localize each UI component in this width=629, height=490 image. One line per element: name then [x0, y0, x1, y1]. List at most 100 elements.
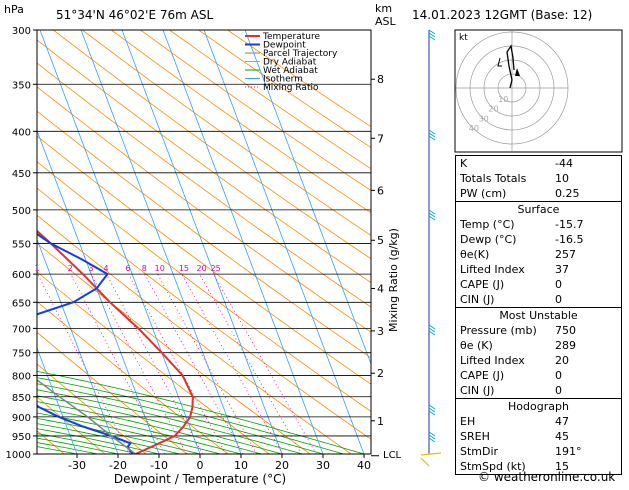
pressure-tick-label: 800 [12, 371, 31, 382]
pressure-tick-label: 400 [12, 127, 31, 138]
surface-box: Surface Temp (°C)-15.7 Dewp (°C)-16.5 θe… [455, 202, 622, 308]
pressure-tick-label: 900 [12, 413, 31, 424]
li-label: Lifted Index [460, 262, 525, 277]
isotherm [163, 30, 323, 454]
km-tick-label: 6 [377, 184, 384, 197]
mu-pressure-value: 750 [555, 323, 617, 338]
km-tick-label: 4 [377, 282, 384, 295]
hodograph-ring-label: 30 [479, 114, 489, 123]
pressure-tick-label: 450 [12, 169, 31, 180]
x-tick-label: 20 [275, 459, 289, 472]
pressure-tick-label: 1000 [6, 450, 31, 461]
x-tick-label: -20 [109, 459, 127, 472]
stmdir-label: StmDir [460, 444, 498, 459]
wind-barb [429, 405, 435, 415]
pressure-tick-label: 700 [12, 324, 31, 335]
hodo-title: Hodograph [456, 399, 621, 414]
x-tick-label: 40 [357, 459, 371, 472]
datetime-title: 14.01.2023 12GMT (Base: 12) [412, 8, 592, 22]
hodograph-ring-label: 20 [488, 105, 498, 114]
cin-value: 0 [555, 292, 617, 307]
pressure-tick-label: 350 [12, 80, 31, 91]
mixing-ratio-label: 6 [126, 264, 131, 273]
stmdir-value: 191° [555, 444, 617, 459]
cape-value: 0 [555, 277, 617, 292]
hodograph-unit-label: kt [459, 33, 468, 43]
mu-cin-label: CIN (J) [460, 383, 494, 398]
legend-entry: Mixing Ratio [263, 83, 319, 93]
pw-label: PW (cm) [460, 186, 506, 201]
k-label: K [460, 156, 467, 171]
pressure-tick-label: 500 [12, 206, 31, 217]
wind-barb [429, 210, 435, 220]
mu-thetae-label: θe (K) [460, 338, 493, 353]
mixing-ratio-line [200, 274, 302, 454]
pressure-tick-label: 300 [12, 26, 31, 37]
km-tick-label: 2 [377, 367, 384, 380]
height-unit-label-asl: ASL [375, 15, 397, 28]
x-tick-label: 0 [197, 459, 204, 472]
mixing-ratio-label: 3 [88, 264, 93, 273]
mu-title: Most Unstable [456, 308, 621, 323]
mu-pressure-label: Pressure (mb) [460, 323, 537, 338]
mixing-ratio-line [129, 274, 226, 454]
height-unit-label: km [375, 2, 392, 15]
km-tick-label: 1 [377, 415, 384, 428]
mixing-ratio-line [182, 274, 283, 454]
x-tick-label: 10 [234, 459, 248, 472]
mixing-ratio-label: 4 [103, 264, 108, 273]
k-value: -44 [555, 156, 617, 171]
hodograph-ring-label: 10 [498, 95, 508, 104]
mixing-ratio-label: 15 [179, 264, 189, 273]
surface-wind-barb [421, 453, 441, 466]
wind-barb-column [421, 30, 441, 466]
km-tick-label: 3 [377, 325, 384, 338]
sreh-label: SREH [460, 429, 490, 444]
isotherm [204, 30, 364, 454]
wind-barb [429, 130, 435, 140]
mu-li-label: Lifted Index [460, 353, 525, 368]
dry-adiabat [0, 30, 228, 454]
x-tick-label: 30 [316, 459, 330, 472]
mixing-ratio-label: 10 [155, 264, 165, 273]
wet-adiabat [0, 367, 221, 455]
wind-barb [429, 432, 435, 442]
mixing-ratio-axis-title: Mixing Ratio (g/kg) [387, 228, 400, 332]
wind-barb [429, 30, 435, 40]
km-tick-label: 5 [377, 234, 384, 247]
mixing-ratio-line [106, 274, 202, 454]
thetae-value: 257 [555, 247, 617, 262]
surface-title: Surface [456, 202, 621, 217]
dry-adiabat [0, 30, 392, 454]
hodograph-ring-label: 40 [469, 124, 479, 133]
mixing-ratio-label: 25 [211, 264, 221, 273]
eh-value: 47 [555, 414, 617, 429]
mixing-ratio-label: 8 [142, 264, 147, 273]
dewp-value: -16.5 [555, 232, 617, 247]
x-axis-title: Dewpoint / Temperature (°C) [114, 472, 286, 486]
pw-value: 0.25 [555, 186, 617, 201]
mixing-ratio-label: 2 [68, 264, 73, 273]
mu-cin-value: 0 [555, 383, 617, 398]
mixing-ratio-label: 20 [197, 264, 207, 273]
mixing-ratio-label: 1 [35, 264, 40, 273]
most-unstable-box: Most Unstable Pressure (mb)750 θe (K)289… [455, 308, 622, 399]
cape-label: CAPE (J) [460, 277, 504, 292]
eh-label: EH [460, 414, 475, 429]
stmspd-value: 15 [555, 459, 617, 474]
mu-cape-value: 0 [555, 368, 617, 383]
stmspd-label: StmSpd (kt) [460, 459, 526, 474]
pressure-tick-label: 850 [12, 393, 31, 404]
pressure-unit-label: hPa [4, 3, 24, 16]
location-title: 51°34'N 46°02'E 76m ASL [56, 8, 213, 22]
isotherm [40, 30, 200, 454]
x-tick-label: -10 [150, 459, 168, 472]
dry-adiabat [0, 30, 515, 454]
temp-label: Temp (°C) [460, 217, 515, 232]
pressure-tick-label: 650 [12, 298, 31, 309]
